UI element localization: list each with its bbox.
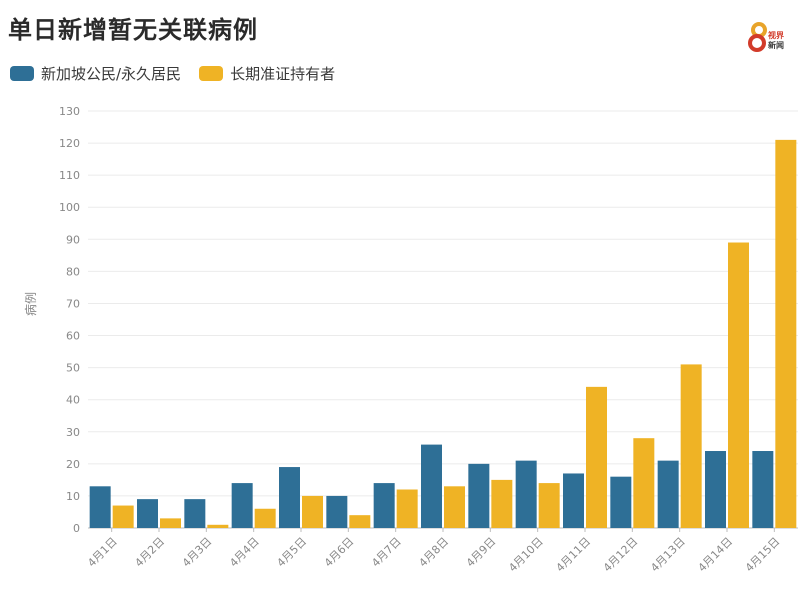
y-tick-label: 20 [66, 458, 80, 471]
y-tick-label: 70 [66, 297, 80, 310]
logo-text-line2: 新闻 [768, 41, 784, 50]
x-tick-label: 4月13日 [648, 535, 688, 575]
bar-work-pass [775, 139, 797, 528]
bar-work-pass [160, 518, 181, 528]
x-tick-label: 4月10日 [506, 535, 546, 575]
x-tick-label: 4月3日 [180, 535, 215, 570]
x-tick-label: 4月6日 [322, 535, 357, 570]
logo-text-line1: 视界 [768, 31, 784, 40]
legend-item-work-pass: 长期准证持有者 [199, 63, 335, 84]
bar-citizens [373, 483, 395, 528]
legend-swatch-citizens [10, 66, 34, 81]
bar-citizens [752, 451, 774, 528]
legend-label-citizens: 新加坡公民/永久居民 [41, 65, 182, 83]
bar-citizens [184, 499, 206, 528]
bar-citizens [657, 460, 679, 528]
bar-work-pass [586, 386, 607, 528]
legend-item-citizens: 新加坡公民/永久居民 [10, 63, 181, 84]
bar-work-pass [538, 483, 560, 528]
y-tick-label: 50 [66, 362, 80, 375]
bar-citizens [705, 451, 726, 528]
y-tick-label: 80 [66, 265, 80, 278]
bar-work-pass [680, 364, 702, 528]
logo-8-icon [748, 22, 767, 52]
y-tick-label: 120 [59, 137, 80, 150]
bar-work-pass [254, 508, 276, 528]
bar-work-pass [728, 242, 749, 528]
legend-swatch-work-pass [199, 66, 224, 81]
bar-citizens [468, 463, 490, 528]
bar-work-pass [349, 515, 371, 528]
x-tick-label: 4月9日 [464, 535, 499, 570]
chart-title: 单日新增暂无关联病例 [8, 16, 258, 44]
bar-citizens [563, 473, 584, 528]
bar-citizens [515, 460, 537, 528]
bar-work-pass [633, 438, 655, 528]
bar-work-pass [207, 524, 229, 528]
y-tick-label: 40 [66, 394, 80, 407]
bar-citizens [89, 486, 111, 528]
bar-citizens [610, 476, 632, 528]
y-tick-label: 10 [66, 490, 80, 503]
y-tick-label: 110 [59, 169, 80, 182]
x-tick-label: 4月7日 [369, 535, 404, 570]
y-tick-label: 100 [59, 201, 80, 214]
x-tick-label: 4月2日 [132, 535, 167, 570]
y-tick-label: 30 [66, 426, 80, 439]
x-tick-label: 4月14日 [696, 535, 736, 575]
bar-citizens [279, 467, 300, 528]
x-tick-label: 4月11日 [554, 535, 594, 575]
y-tick-label: 90 [66, 233, 80, 246]
bar-citizens [231, 483, 253, 528]
x-tick-label: 4月4日 [227, 535, 262, 570]
bar-work-pass [302, 495, 323, 528]
bar-citizens [137, 499, 158, 528]
x-tick-label: 4月8日 [416, 535, 451, 570]
legend-label-work-pass: 长期准证持有者 [230, 65, 336, 83]
legend: 新加坡公民/永久居民 长期准证持有者 [10, 63, 353, 84]
bar-work-pass [396, 489, 418, 528]
bar-work-pass [491, 479, 513, 528]
channel8-logo: 视界 新闻 [748, 22, 796, 58]
x-tick-label: 4月12日 [601, 535, 641, 575]
bar-work-pass [112, 505, 134, 528]
x-tick-label: 4月15日 [743, 535, 783, 575]
x-tick-label: 4月1日 [85, 535, 120, 570]
bar-work-pass [444, 486, 465, 528]
bar-citizens [421, 444, 442, 528]
y-tick-label: 60 [66, 330, 80, 343]
y-tick-label: 0 [73, 522, 80, 535]
x-tick-label: 4月5日 [274, 535, 309, 570]
bar-citizens [326, 495, 348, 528]
y-tick-label: 130 [59, 105, 80, 118]
